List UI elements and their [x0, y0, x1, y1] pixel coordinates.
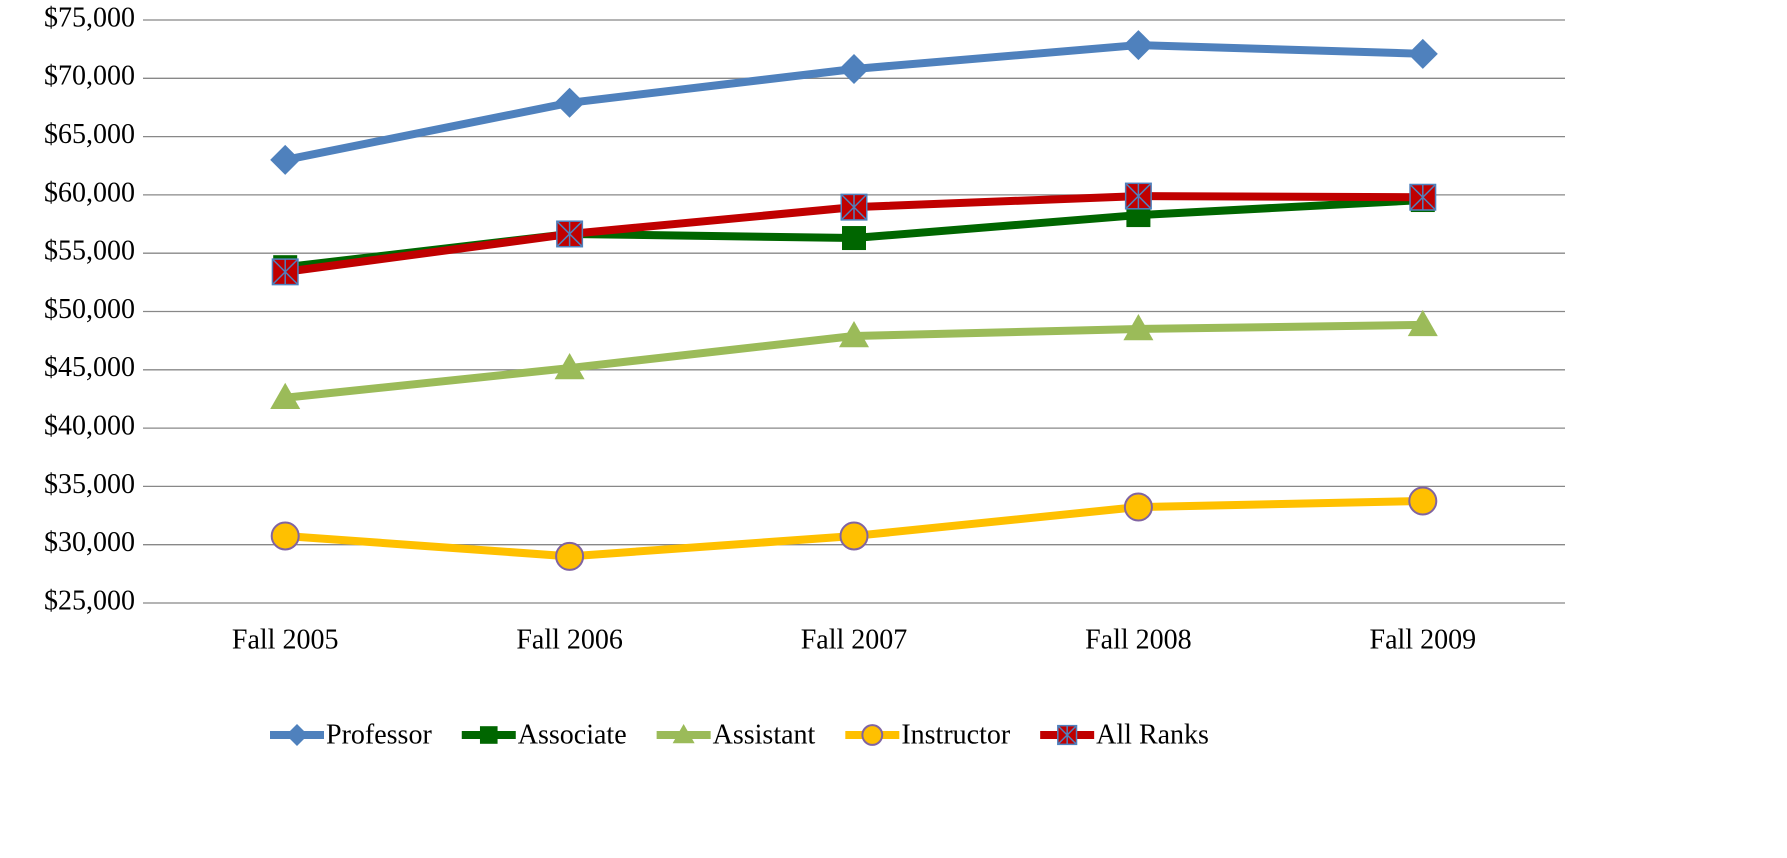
- marker: [554, 353, 585, 380]
- marker: [1057, 724, 1078, 746]
- marker: [554, 87, 585, 118]
- marker: [840, 193, 868, 221]
- marker-cross: [1409, 183, 1437, 211]
- y-tick-label: $60,000: [44, 177, 135, 208]
- y-tick-label: $45,000: [44, 352, 135, 383]
- x-tick-label: Fall 2005: [232, 624, 339, 655]
- legend-label: Instructor: [901, 719, 1011, 750]
- y-tick-label: $70,000: [44, 61, 135, 92]
- x-tick-label: Fall 2008: [1085, 624, 1192, 655]
- y-tick-label: $30,000: [44, 527, 135, 558]
- marker: [1123, 30, 1154, 61]
- marker-cross: [556, 220, 583, 248]
- y-tick-label: $55,000: [44, 236, 135, 267]
- marker: [270, 144, 301, 175]
- marker: [839, 53, 869, 84]
- marker-cross: [840, 193, 868, 221]
- y-tick-label: $75,000: [44, 2, 135, 33]
- marker: [1409, 183, 1437, 211]
- marker: [270, 382, 301, 410]
- legend-label: Professor: [326, 719, 432, 750]
- marker: [842, 226, 866, 251]
- marker: [555, 541, 585, 571]
- y-tick-label: $65,000: [44, 119, 135, 150]
- marker: [1124, 182, 1152, 210]
- legend-label: All Ranks: [1096, 719, 1209, 750]
- y-tick-label: $50,000: [44, 294, 135, 325]
- marker: [1123, 313, 1154, 341]
- x-tick-label: Fall 2007: [801, 624, 908, 655]
- legend-label: Assistant: [713, 719, 816, 750]
- marker-cross: [1057, 725, 1078, 745]
- x-tick-label: Fall 2006: [516, 624, 623, 655]
- marker: [1123, 492, 1153, 522]
- marker: [861, 724, 884, 746]
- marker: [672, 724, 695, 744]
- marker: [1407, 38, 1438, 69]
- marker: [479, 726, 498, 744]
- marker: [270, 521, 300, 551]
- marker: [839, 320, 869, 348]
- marker: [556, 220, 584, 248]
- marker: [1407, 309, 1438, 337]
- marker: [839, 521, 869, 551]
- x-tick-label: Fall 2009: [1370, 624, 1477, 655]
- y-tick-label: $25,000: [44, 585, 135, 616]
- marker: [1408, 486, 1438, 516]
- marker-cross: [271, 258, 299, 286]
- marker: [286, 724, 308, 746]
- legend-label: Associate: [518, 719, 627, 750]
- y-tick-label: $35,000: [44, 469, 135, 500]
- marker: [271, 258, 299, 286]
- y-tick-label: $40,000: [44, 411, 135, 442]
- marker-cross: [1125, 182, 1152, 210]
